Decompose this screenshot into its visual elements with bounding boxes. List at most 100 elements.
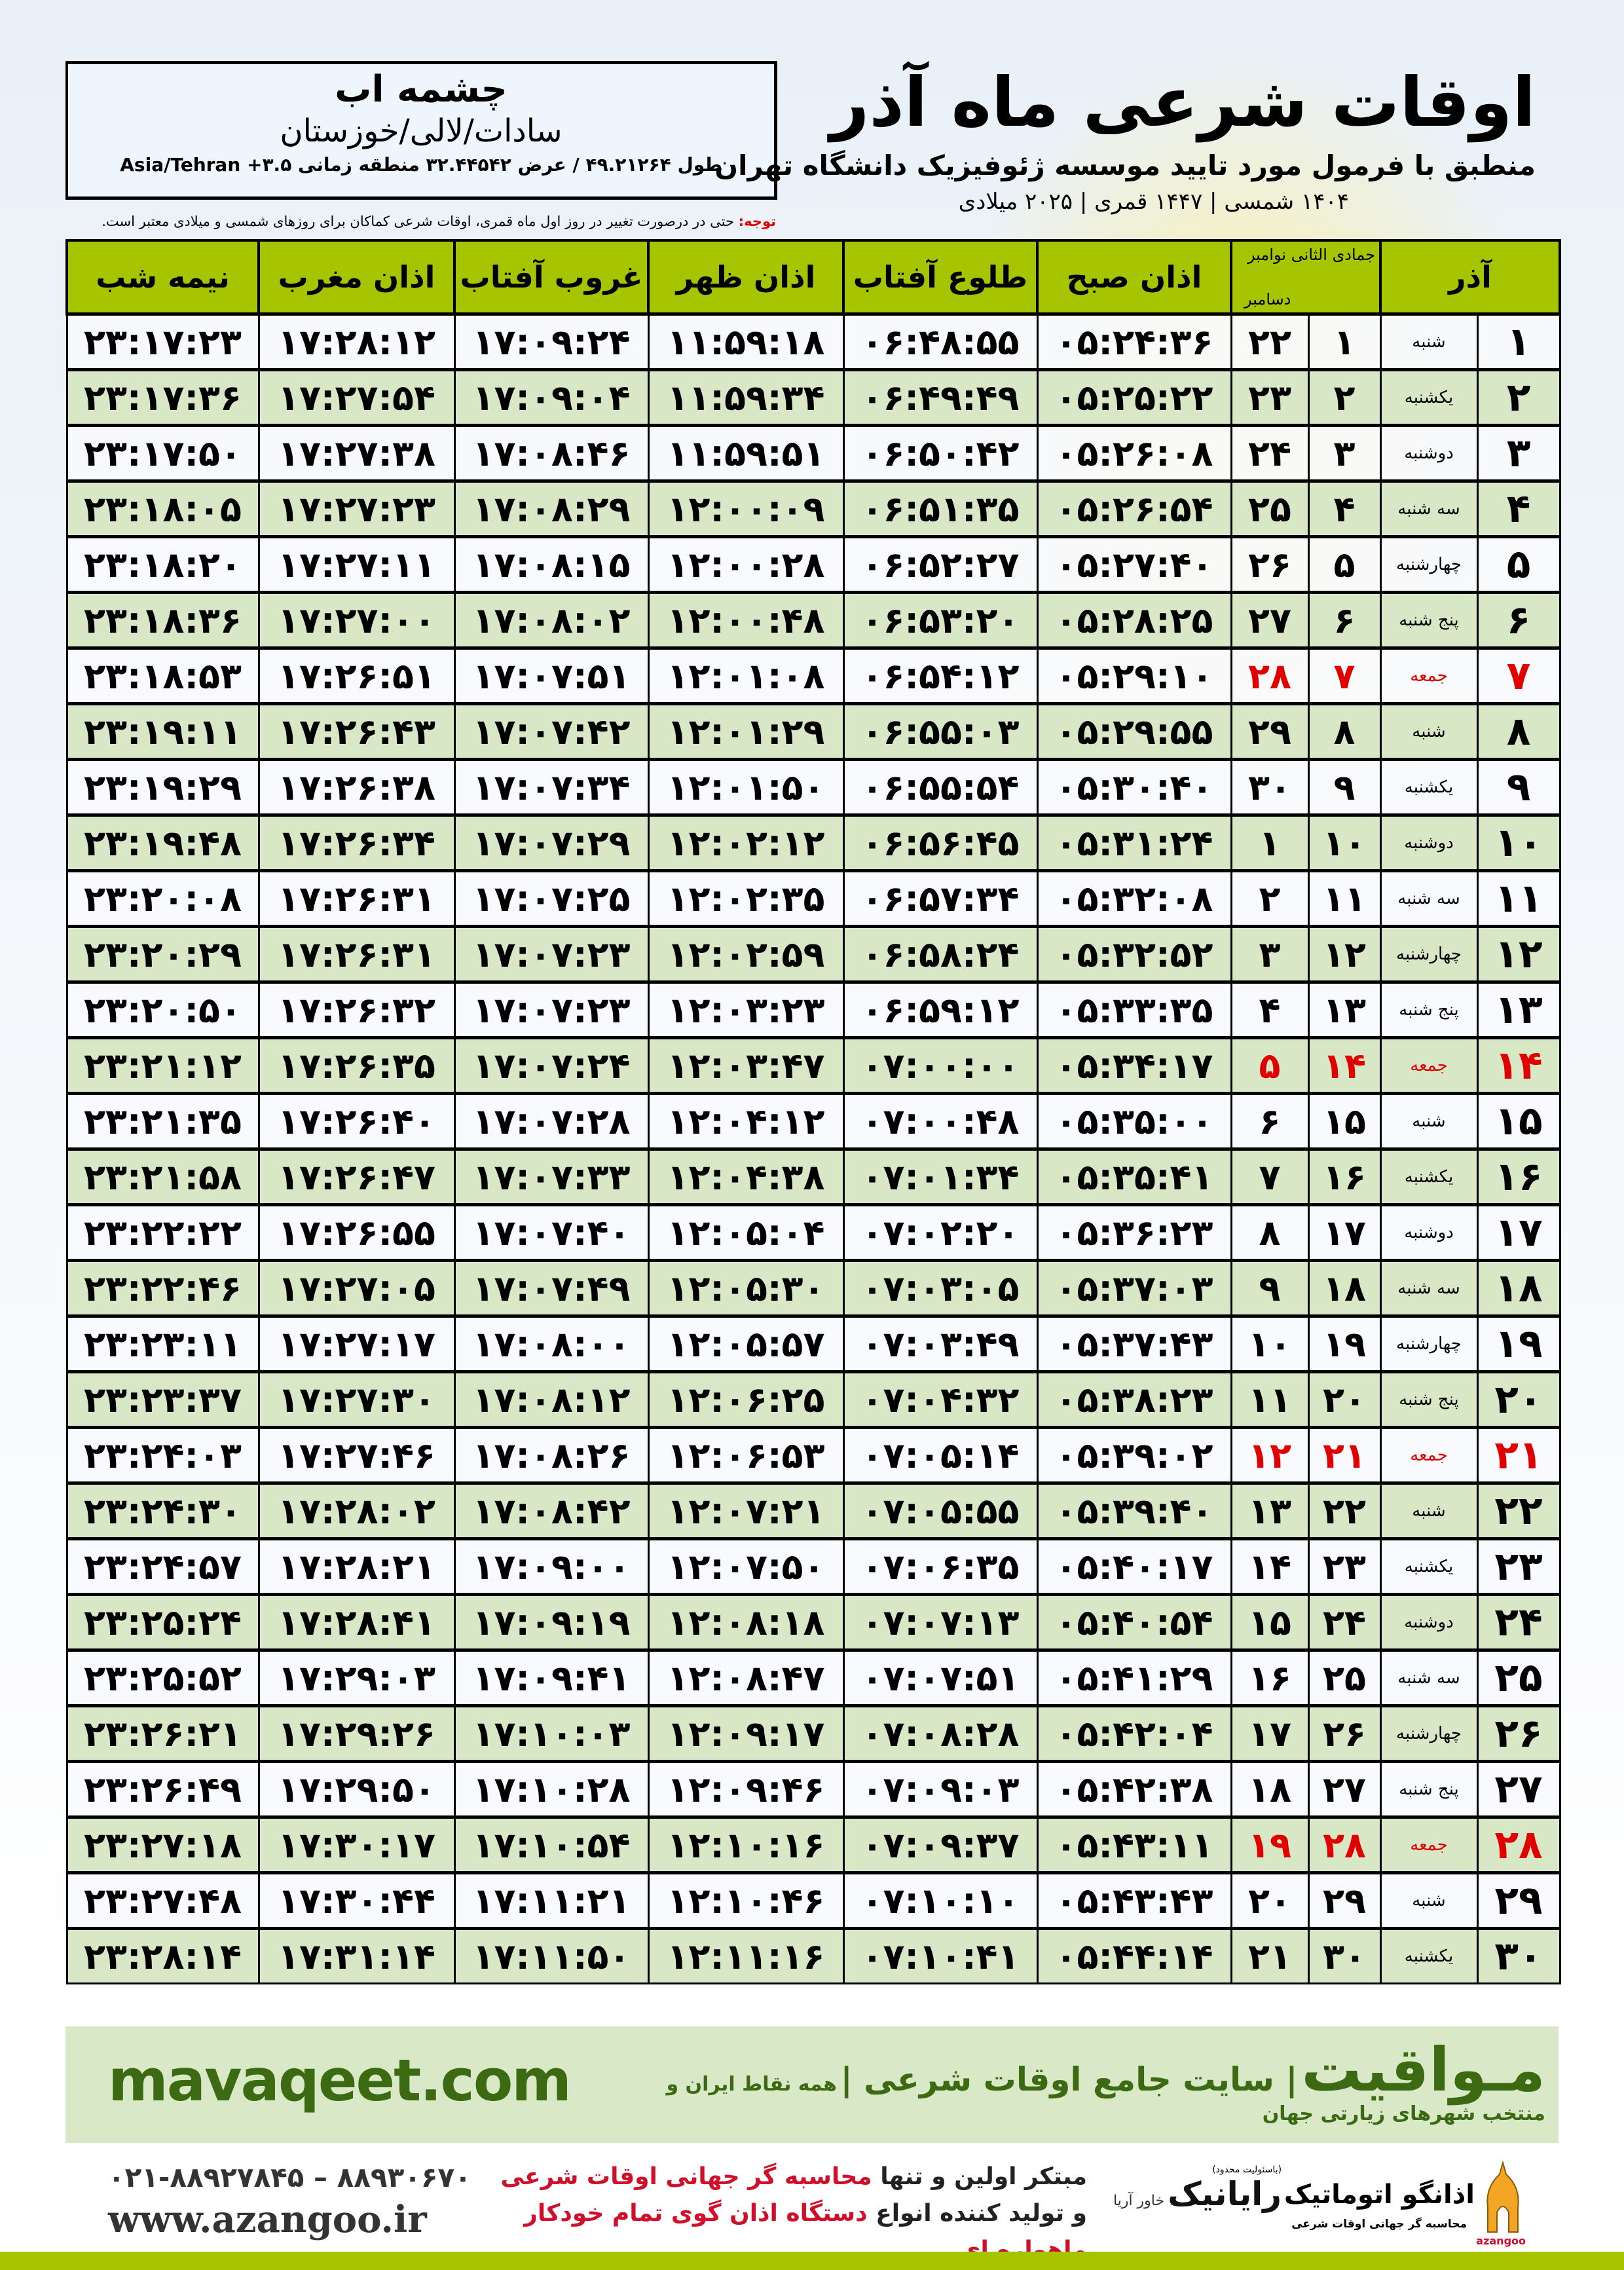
cell-nime: ۲۳:۲۷:۱۸ <box>65 1815 260 1874</box>
cell-sobh: ۰۵:۴۲:۳۸ <box>1036 1760 1232 1818</box>
cell-weekday: سه شنبه <box>1379 869 1479 927</box>
cell-day: ۴ <box>1476 479 1561 538</box>
cell-weekday: دوشنبه <box>1379 813 1479 872</box>
cell-weekday: سه شنبه <box>1379 1648 1479 1707</box>
cell-weekday: پنج شنبه <box>1379 1760 1479 1818</box>
cell-hijri-day: ۱۱ <box>1307 869 1382 927</box>
cell-hijri-day: ۷ <box>1307 646 1382 705</box>
cell-hijri-day: ۲۱ <box>1307 1426 1382 1484</box>
cell-sobh: ۰۵:۳۱:۲۴ <box>1036 813 1232 872</box>
cell-zohr: ۱۲:۰۵:۵۷ <box>647 1314 845 1373</box>
table-row: ۱۱ سه شنبه ۱۱ ۲ ۰۵:۳۲:۰۸ ۰۶:۵۷:۳۴ ۱۲:۰۲:۳۵ ۱۷:۰… <box>65 869 1561 927</box>
table-row: ۱۴ جمعه ۱۴ ۵ ۰۵:۳۴:۱۷ ۰۷:۰۰:۰۰ ۱۲:۰۳:۴۷ ۱۷:۰۷:۲… <box>65 1036 1561 1094</box>
prayer-times-table: آذر جمادی الثانی نوامبر دسامبر اذان صبح … <box>65 239 1562 1984</box>
cell-nime: ۲۳:۲۱:۵۸ <box>65 1147 260 1206</box>
cell-ghorub: ۱۷:۰۸:۱۲ <box>453 1370 650 1428</box>
cell-hijri-day: ۱۷ <box>1307 1203 1382 1261</box>
cell-tolu: ۰۶:۵۷:۳۴ <box>842 869 1039 927</box>
cell-tolu: ۰۷:۰۹:۰۳ <box>842 1760 1039 1818</box>
cell-day: ۲۱ <box>1476 1426 1561 1484</box>
promo-1a: مبتکر اولین و تنها <box>872 2163 1087 2190</box>
cell-ghorub: ۱۷:۰۷:۲۳ <box>453 980 650 1039</box>
cell-nime: ۲۳:۲۲:۲۲ <box>65 1203 260 1261</box>
cell-zohr: ۱۲:۰۰:۲۸ <box>647 535 845 593</box>
table-row: ۱۲ چهارشنبه ۱۲ ۳ ۰۵:۳۲:۵۲ ۰۶:۵۸:۲۴ ۱۲:۰۲:۵۹ ۱۷:… <box>65 925 1561 983</box>
cell-weekday: چهارشنبه <box>1379 1704 1479 1762</box>
cell-nime: ۲۳:۱۸:۵۳ <box>65 646 260 705</box>
cell-zohr: ۱۲:۰۳:۲۳ <box>647 980 845 1039</box>
cell-day: ۱ <box>1476 312 1561 371</box>
table-row: ۶ پنج شنبه ۶ ۲۷ ۰۵:۲۸:۲۵ ۰۶:۵۳:۲۰ ۱۲:۰۰:۴۸ ۱۷:۰… <box>65 591 1561 649</box>
table-row: ۲۲ شنبه ۲۲ ۱۳ ۰۵:۳۹:۴۰ ۰۷:۰۵:۵۵ ۱۲:۰۷:۲۱ ۱۷:۰۸:… <box>65 1481 1561 1540</box>
cell-zohr: ۱۲:۰۸:۱۸ <box>647 1593 845 1651</box>
cell-tolu: ۰۷:۱۰:۱۰ <box>842 1871 1039 1929</box>
cell-sobh: ۰۵:۳۵:۴۱ <box>1036 1147 1232 1206</box>
cell-zohr: ۱۲:۰۹:۴۶ <box>647 1760 845 1818</box>
table-row: ۲۷ پنج شنبه ۲۷ ۱۸ ۰۵:۴۲:۳۸ ۰۷:۰۹:۰۳ ۱۲:۰۹:۴۶ ۱۷… <box>65 1760 1561 1818</box>
cell-gregorian-day: ۲۲ <box>1230 312 1310 371</box>
cell-sobh: ۰۵:۲۴:۳۶ <box>1036 312 1232 371</box>
promo-1b: محاسبه گر جهانی اوقات شرعی <box>500 2163 872 2190</box>
cell-sobh: ۰۵:۳۰:۴۰ <box>1036 758 1232 816</box>
cell-hijri-day: ۲۰ <box>1307 1370 1382 1428</box>
cell-zohr: ۱۲:۰۵:۰۴ <box>647 1203 845 1261</box>
location-box: چشمه اب سادات/لالی/خوزستان طول ۴۹.۲۱۲۶۴ … <box>65 61 777 200</box>
cell-nime: ۲۳:۲۴:۵۷ <box>65 1537 260 1595</box>
cell-day: ۸ <box>1476 702 1561 760</box>
cell-tolu: ۰۷:۰۵:۱۴ <box>842 1426 1039 1484</box>
cell-zohr: ۱۲:۱۰:۱۶ <box>647 1815 845 1874</box>
cell-sobh: ۰۵:۳۶:۲۳ <box>1036 1203 1232 1261</box>
cell-tolu: ۰۷:۰۶:۳۵ <box>842 1537 1039 1595</box>
cell-weekday: یکشنبه <box>1379 758 1479 816</box>
cell-day: ۱۲ <box>1476 925 1561 983</box>
cell-zohr: ۱۲:۰۱:۰۸ <box>647 646 845 705</box>
cell-zohr: ۱۲:۰۱:۲۹ <box>647 702 845 760</box>
col-nime: نیمه شب <box>65 239 260 316</box>
cell-maghreb: ۱۷:۲۶:۴۷ <box>257 1147 456 1206</box>
cell-sobh: ۰۵:۴۰:۵۴ <box>1036 1593 1232 1651</box>
cell-maghreb: ۱۷:۲۷:۱۱ <box>257 535 456 593</box>
cell-zohr: ۱۲:۰۲:۱۲ <box>647 813 845 872</box>
cell-zohr: ۱۲:۰۰:۴۸ <box>647 591 845 649</box>
col-azar: آذر <box>1378 239 1562 316</box>
col-maghreb: اذان مغرب <box>257 239 456 316</box>
table-row: ۴ سه شنبه ۴ ۲۵ ۰۵:۲۶:۵۴ ۰۶:۵۱:۳۵ ۱۲:۰۰:۰۹ ۱۷:۰۸… <box>65 479 1561 538</box>
cell-ghorub: ۱۷:۰۹:۰۰ <box>453 1537 650 1595</box>
cell-weekday: جمعه <box>1379 1426 1479 1484</box>
cell-day: ۲ <box>1476 368 1561 426</box>
rayanik-sub: خاور آریا <box>1113 2193 1165 2209</box>
table-row: ۲۰ پنج شنبه ۲۰ ۱۱ ۰۵:۳۸:۲۳ ۰۷:۰۴:۳۲ ۱۲:۰۶:۲۵ ۱۷… <box>65 1370 1561 1428</box>
cell-hijri-day: ۲۸ <box>1307 1815 1382 1874</box>
cell-hijri-day: ۲ <box>1307 368 1382 426</box>
cell-weekday: شنبه <box>1379 1092 1479 1150</box>
cell-zohr: ۱۲:۰۶:۵۳ <box>647 1426 845 1484</box>
cell-nime: ۲۳:۱۸:۲۰ <box>65 535 260 593</box>
cell-gregorian-day: ۳۰ <box>1230 758 1310 816</box>
cell-maghreb: ۱۷:۲۹:۰۳ <box>257 1648 456 1707</box>
cell-zohr: ۱۲:۰۴:۱۲ <box>647 1092 845 1150</box>
col-december-label: دسامبر <box>1244 290 1291 308</box>
cell-hijri-day: ۶ <box>1307 591 1382 649</box>
cell-zohr: ۱۲:۰۹:۱۷ <box>647 1704 845 1762</box>
cell-weekday: جمعه <box>1379 1036 1479 1094</box>
cell-gregorian-day: ۱۹ <box>1230 1815 1310 1874</box>
table-row: ۱ شنبه ۱ ۲۲ ۰۵:۲۴:۳۶ ۰۶:۴۸:۵۵ ۱۱:۵۹:۱۸ ۱۷:۰۹:۲۴… <box>65 312 1561 371</box>
azangoo-link[interactable]: www.azangoo.ir <box>108 2198 427 2241</box>
cell-ghorub: ۱۷:۰۹:۴۱ <box>453 1648 650 1707</box>
azangoo-latin: azangoo <box>1476 2235 1526 2247</box>
cell-weekday: دوشنبه <box>1379 1203 1479 1261</box>
cell-zohr: ۱۲:۰۷:۵۰ <box>647 1537 845 1595</box>
cell-maghreb: ۱۷:۲۷:۵۴ <box>257 368 456 426</box>
bottom-bar <box>0 2252 1624 2270</box>
rayanik-name: رایانیک <box>1168 2175 1282 2213</box>
cell-maghreb: ۱۷:۲۶:۳۴ <box>257 813 456 872</box>
cell-hijri-day: ۴ <box>1307 479 1382 538</box>
cell-day: ۱۷ <box>1476 1203 1561 1261</box>
note-label: توجه: <box>738 214 776 229</box>
cell-day: ۲۳ <box>1476 1537 1561 1595</box>
cell-nime: ۲۳:۲۱:۳۵ <box>65 1092 260 1150</box>
cell-nime: ۲۳:۲۰:۵۰ <box>65 980 260 1039</box>
cell-nime: ۲۳:۲۷:۴۸ <box>65 1871 260 1929</box>
site-link[interactable]: mavaqeet.com <box>108 2047 572 2114</box>
cell-zohr: ۱۲:۰۴:۳۸ <box>647 1147 845 1206</box>
